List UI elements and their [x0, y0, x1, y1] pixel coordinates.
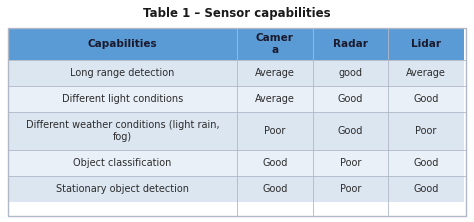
Bar [237, 60, 312, 86]
Text: Good: Good [413, 94, 438, 104]
Text: Table 1 – Sensor capabilities: Table 1 – Sensor capabilities [143, 6, 331, 20]
Text: Poor: Poor [415, 126, 437, 136]
Text: Average: Average [255, 94, 295, 104]
Bar [8, 28, 237, 60]
Text: Good: Good [262, 158, 287, 168]
Text: Lidar: Lidar [411, 39, 441, 49]
Text: Capabilities: Capabilities [88, 39, 157, 49]
Bar [8, 60, 237, 86]
Bar [8, 150, 237, 176]
Bar [312, 28, 388, 60]
Bar [312, 150, 388, 176]
Bar [312, 86, 388, 112]
Text: Different weather conditions (light rain,
fog): Different weather conditions (light rain… [26, 120, 219, 142]
Text: Long range detection: Long range detection [70, 68, 175, 78]
Text: Average: Average [406, 68, 446, 78]
Text: Poor: Poor [340, 184, 361, 194]
Text: Average: Average [255, 68, 295, 78]
Bar [388, 112, 464, 150]
Bar [237, 176, 312, 202]
Bar [312, 176, 388, 202]
Bar [388, 86, 464, 112]
Bar [237, 112, 312, 150]
Text: Good: Good [413, 158, 438, 168]
Bar [388, 28, 464, 60]
Bar [388, 150, 464, 176]
Text: Stationary object detection: Stationary object detection [56, 184, 189, 194]
Bar [388, 176, 464, 202]
Text: Radar: Radar [333, 39, 368, 49]
Bar [312, 60, 388, 86]
Text: Poor: Poor [264, 126, 285, 136]
Bar [8, 112, 237, 150]
Text: Object classification: Object classification [73, 158, 172, 168]
Bar [312, 112, 388, 150]
Text: Good: Good [337, 94, 363, 104]
Bar [8, 86, 237, 112]
Text: Good: Good [262, 184, 287, 194]
Text: Good: Good [413, 184, 438, 194]
Bar [388, 60, 464, 86]
Text: Good: Good [337, 126, 363, 136]
Bar [237, 86, 312, 112]
Text: good: good [338, 68, 362, 78]
Text: Camer
a: Camer a [256, 33, 294, 55]
Text: Different light conditions: Different light conditions [62, 94, 183, 104]
Bar [237, 150, 312, 176]
Text: Poor: Poor [340, 158, 361, 168]
Bar [237, 28, 312, 60]
Bar [8, 176, 237, 202]
Bar [8, 28, 466, 216]
